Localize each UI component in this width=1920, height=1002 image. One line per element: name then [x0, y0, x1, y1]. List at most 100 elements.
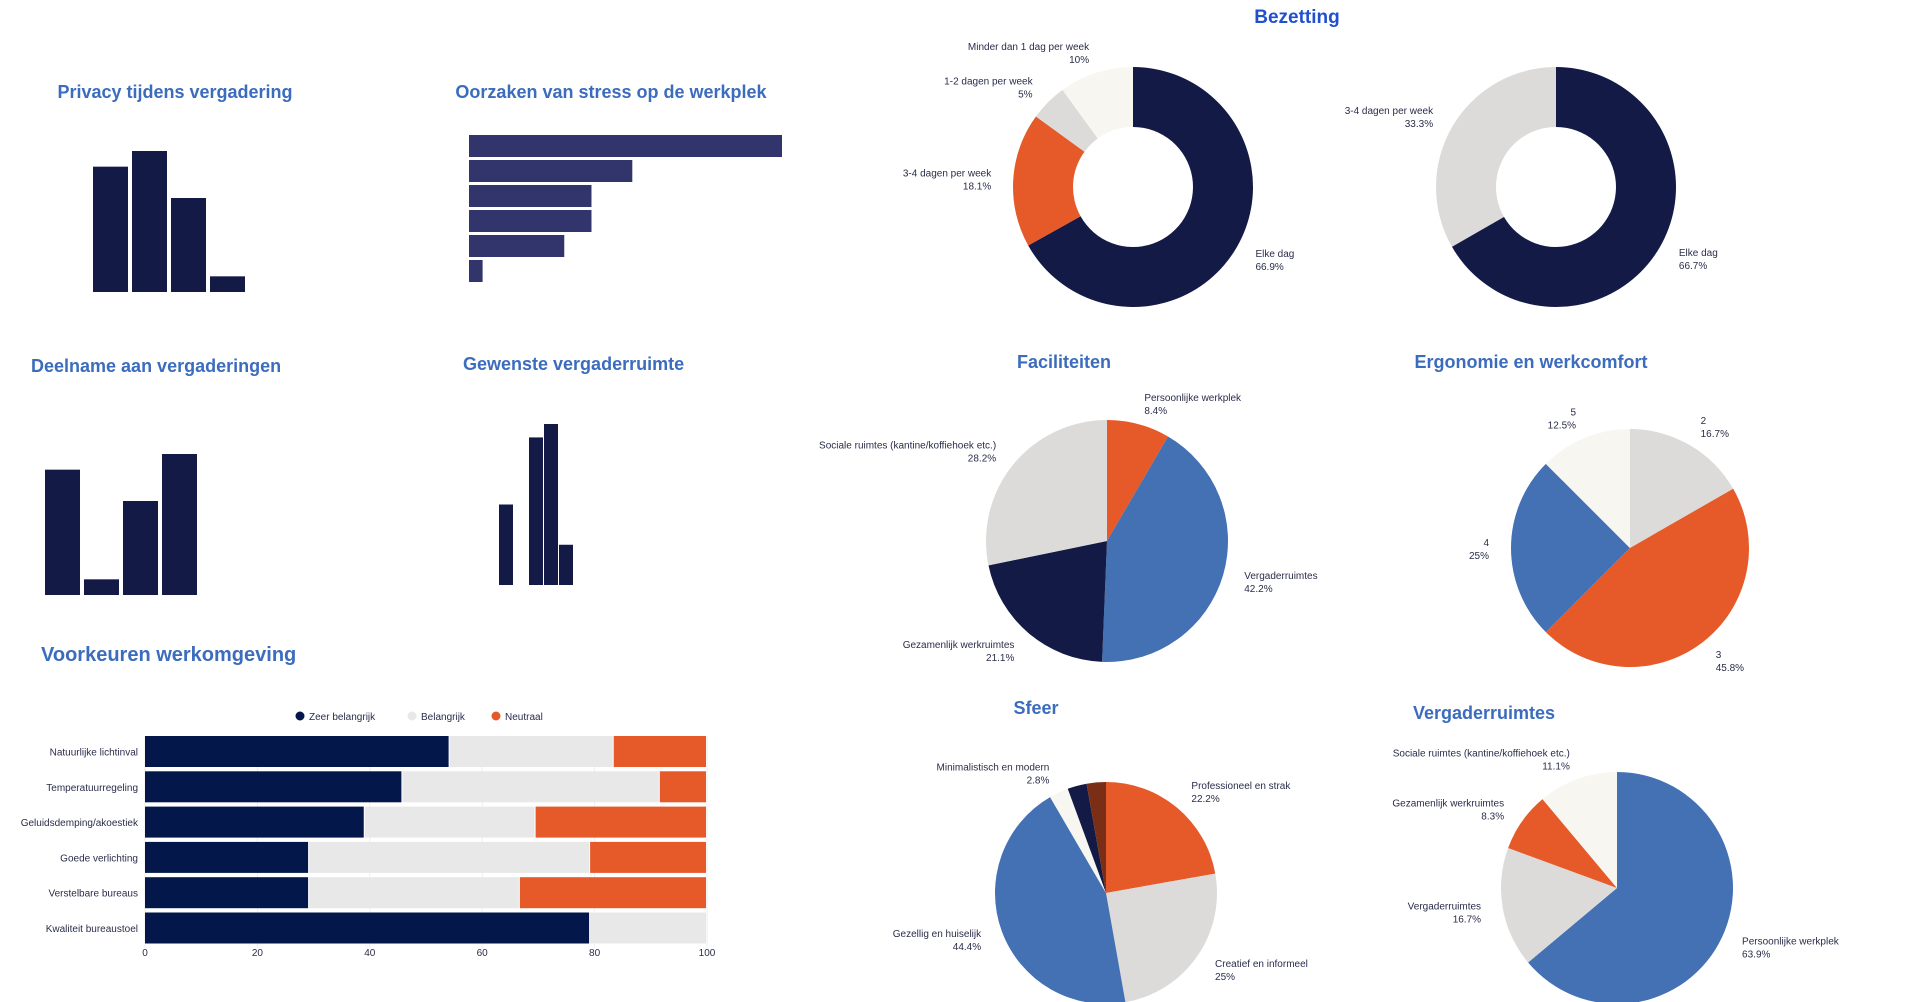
sfeer-slice-label: Minimalistisch en modern	[937, 763, 1050, 774]
gewenste-bar	[559, 544, 573, 585]
x-tick-label: 100	[699, 948, 716, 959]
stacked-bar-segment	[519, 877, 706, 909]
ergonomie-slice-pct: 12.5%	[1548, 421, 1576, 432]
gewenste-bar	[499, 504, 513, 585]
faciliteiten-slice	[1102, 436, 1228, 663]
stacked-bar-segment	[309, 841, 590, 873]
voorkeuren-title: Voorkeuren werkomgeving	[41, 644, 297, 666]
faciliteiten-slice	[985, 420, 1107, 566]
stacked-bar-segment	[590, 841, 706, 873]
vergaderruimtes-slice-label: Sociale ruimtes (kantine/koffiehoek etc.…	[1393, 748, 1570, 759]
sfeer-slice-pct: 44.4%	[953, 942, 981, 953]
sfeer-slice	[1067, 783, 1106, 893]
ergonomie-slice-pct: 45.8%	[1716, 663, 1744, 674]
faciliteiten-slice-label: Sociale ruimtes (kantine/koffiehoek etc.…	[819, 441, 996, 452]
bezetting1-slice	[1028, 67, 1253, 307]
vergaderruimtes-slice	[1508, 799, 1617, 888]
ergonomie-slice	[1630, 429, 1734, 548]
x-tick-label: 0	[142, 948, 148, 959]
bezetting1-slice-pct: 10%	[1069, 55, 1089, 66]
x-tick-label: 40	[364, 948, 376, 959]
privacy-bar	[132, 151, 167, 292]
stacked-bar-segment	[613, 736, 706, 767]
stress-bar	[469, 185, 592, 207]
stacked-bar-segment	[145, 806, 364, 838]
legend-label: Belangrijk	[421, 712, 466, 723]
x-tick-label: 60	[477, 948, 489, 959]
vergaderruimtes-slice-label: Gezamenlijk werkruimtes	[1392, 799, 1504, 810]
bezetting1-slice-label: 3-4 dagen per week	[903, 169, 992, 180]
vergaderruimtes-slice	[1542, 772, 1617, 888]
stacked-bar-segment	[145, 877, 309, 909]
stacked-bar-segment	[309, 877, 519, 909]
ergonomie-slice-label: 5	[1570, 408, 1576, 419]
stacked-bar-segment	[145, 912, 590, 944]
stacked-bar-segment	[449, 736, 613, 767]
stacked-bar-segment	[145, 841, 309, 873]
sfeer-slice-pct: 2.8%	[1027, 776, 1050, 787]
sfeer-slice	[1106, 873, 1217, 1002]
privacy-title: Privacy tijdens vergadering	[57, 82, 293, 102]
vergaderruimtes-slice-label: Vergaderruimtes	[1408, 902, 1481, 913]
ergonomie-slice	[1545, 488, 1750, 668]
sfeer-slice-label: Gezellig en huiselijk	[893, 929, 982, 940]
vergaderruimtes-slice-pct: 11.1%	[1542, 761, 1570, 772]
sfeer-title: Sfeer	[1013, 698, 1059, 718]
stacked-bar-segment	[402, 771, 659, 803]
x-tick-label: 20	[252, 948, 264, 959]
bezetting1-slice	[1035, 89, 1098, 152]
faciliteiten-slice	[1107, 420, 1168, 541]
legend-marker	[491, 711, 501, 721]
bezetting2-slice	[1451, 67, 1677, 307]
ergonomie-slice	[1545, 429, 1630, 548]
sfeer-slice-pct: 22.2%	[1191, 794, 1219, 805]
bezetting1-slice	[1062, 67, 1133, 139]
sfeer-slice	[1106, 782, 1216, 893]
faciliteiten-slice-pct: 28.2%	[968, 454, 996, 465]
stacked-bar-segment	[364, 806, 535, 838]
sfeer-slice	[995, 797, 1126, 1002]
deelname-bar	[45, 469, 80, 595]
bezetting2-slice-pct: 66.7%	[1679, 261, 1707, 272]
x-tick-label: 80	[589, 948, 601, 959]
stacked-bar-segment	[535, 806, 706, 838]
stacked-bar-segment	[145, 771, 402, 803]
legend-marker	[295, 711, 305, 721]
bezetting2-slice-label: Elke dag	[1679, 248, 1718, 259]
bezetting1-slice	[1013, 116, 1085, 246]
sfeer-slice-label: Professioneel en strak	[1191, 781, 1291, 792]
faciliteiten-slice-label: Gezamenlijk werkruimtes	[903, 640, 1015, 651]
bezetting1-slice-label: Elke dag	[1255, 249, 1294, 260]
stacked-bar-segment	[659, 771, 706, 803]
privacy-bar	[171, 198, 206, 292]
legend-marker	[407, 711, 417, 721]
bezetting1-slice-label: 1-2 dagen per week	[944, 77, 1033, 88]
faciliteiten-title: Faciliteiten	[1016, 352, 1112, 372]
vergaderruimtes-title: Vergaderruimtes	[1412, 703, 1556, 723]
sfeer-slice-pct: 25%	[1215, 972, 1235, 983]
sfeer-slice	[1086, 782, 1106, 893]
privacy-bar	[210, 276, 245, 292]
faciliteiten-slice-label: Persoonlijke werkplek	[1144, 393, 1242, 404]
ergonomie-slice-pct: 16.7%	[1701, 429, 1729, 440]
faciliteiten-slice-pct: 8.4%	[1144, 406, 1167, 417]
bezetting1-slice-pct: 18.1%	[963, 182, 991, 193]
deelname-title: Deelname aan vergaderingen	[31, 356, 282, 376]
bezetting2-slice-pct: 33.3%	[1405, 119, 1433, 130]
stress-bar	[469, 210, 592, 232]
stacked-bar-segment	[590, 912, 706, 944]
faciliteiten-slice-pct: 42.2%	[1244, 584, 1272, 595]
ergonomie-slice-label: 4	[1483, 538, 1489, 549]
stress-bar	[469, 260, 483, 282]
category-label: Natuurlijke lichtinval	[50, 748, 138, 759]
stress-bar	[469, 135, 782, 157]
category-label: Verstelbare bureaus	[48, 889, 138, 900]
bezetting-title: Bezetting	[1254, 7, 1340, 28]
stress-title: Oorzaken van stress op de werkplek	[455, 82, 767, 102]
ergonomie-slice	[1511, 463, 1630, 633]
bezetting1-slice-pct: 5%	[1018, 90, 1033, 101]
vergaderruimtes-slice	[1528, 772, 1733, 1002]
stacked-bar-segment	[145, 736, 449, 767]
ergonomie-slice-label: 3	[1716, 650, 1722, 661]
